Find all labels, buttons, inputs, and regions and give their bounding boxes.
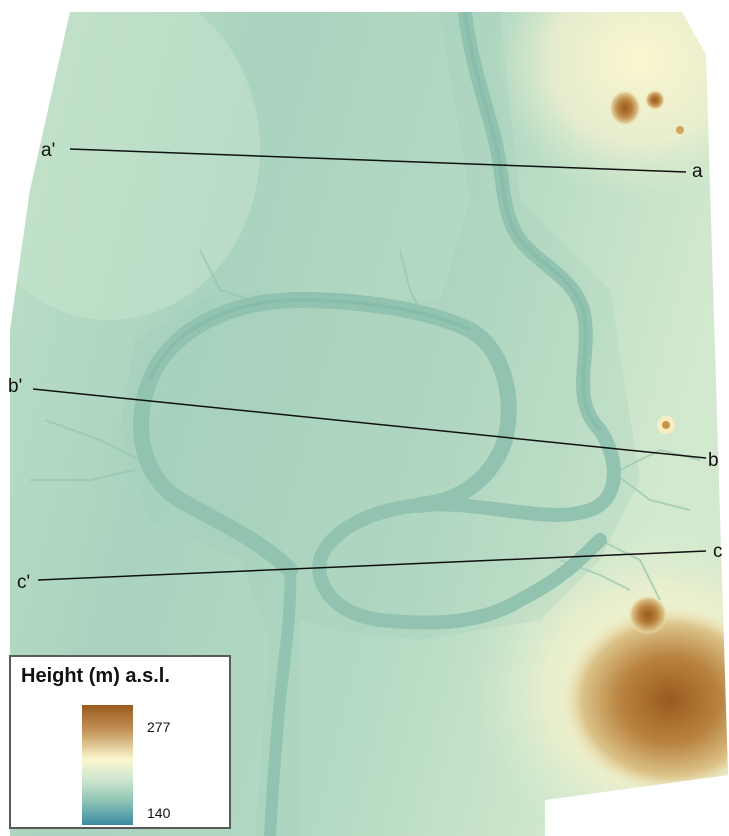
profile-label-c-start: c' [17, 572, 30, 593]
profile-lines [32, 148, 707, 581]
legend-min-value: 140 [147, 805, 171, 821]
se-hill-knob [628, 595, 668, 635]
profile-label-b-end: b [708, 450, 719, 471]
profile-line-a [69, 148, 687, 173]
profile-line-c [37, 550, 707, 581]
profile-label-a-start: a' [41, 140, 55, 161]
river-lower [264, 569, 297, 836]
ne-hill-3 [676, 126, 684, 134]
legend-title: Height (m) a.s.l. [21, 665, 170, 687]
ne-hill-2 [645, 90, 665, 110]
legend-max-value: 277 [147, 719, 171, 735]
profile-label-a-end: a [692, 161, 703, 182]
legend: Height (m) a.s.l. 277 140 [9, 655, 231, 829]
profile-label-c-end: c [713, 541, 723, 562]
profile-line-b [32, 388, 707, 459]
profile-label-b-start: b' [8, 376, 22, 397]
e-hill-knob-core [662, 421, 670, 429]
legend-color-ramp [82, 705, 133, 825]
ne-hill-1 [609, 90, 641, 126]
